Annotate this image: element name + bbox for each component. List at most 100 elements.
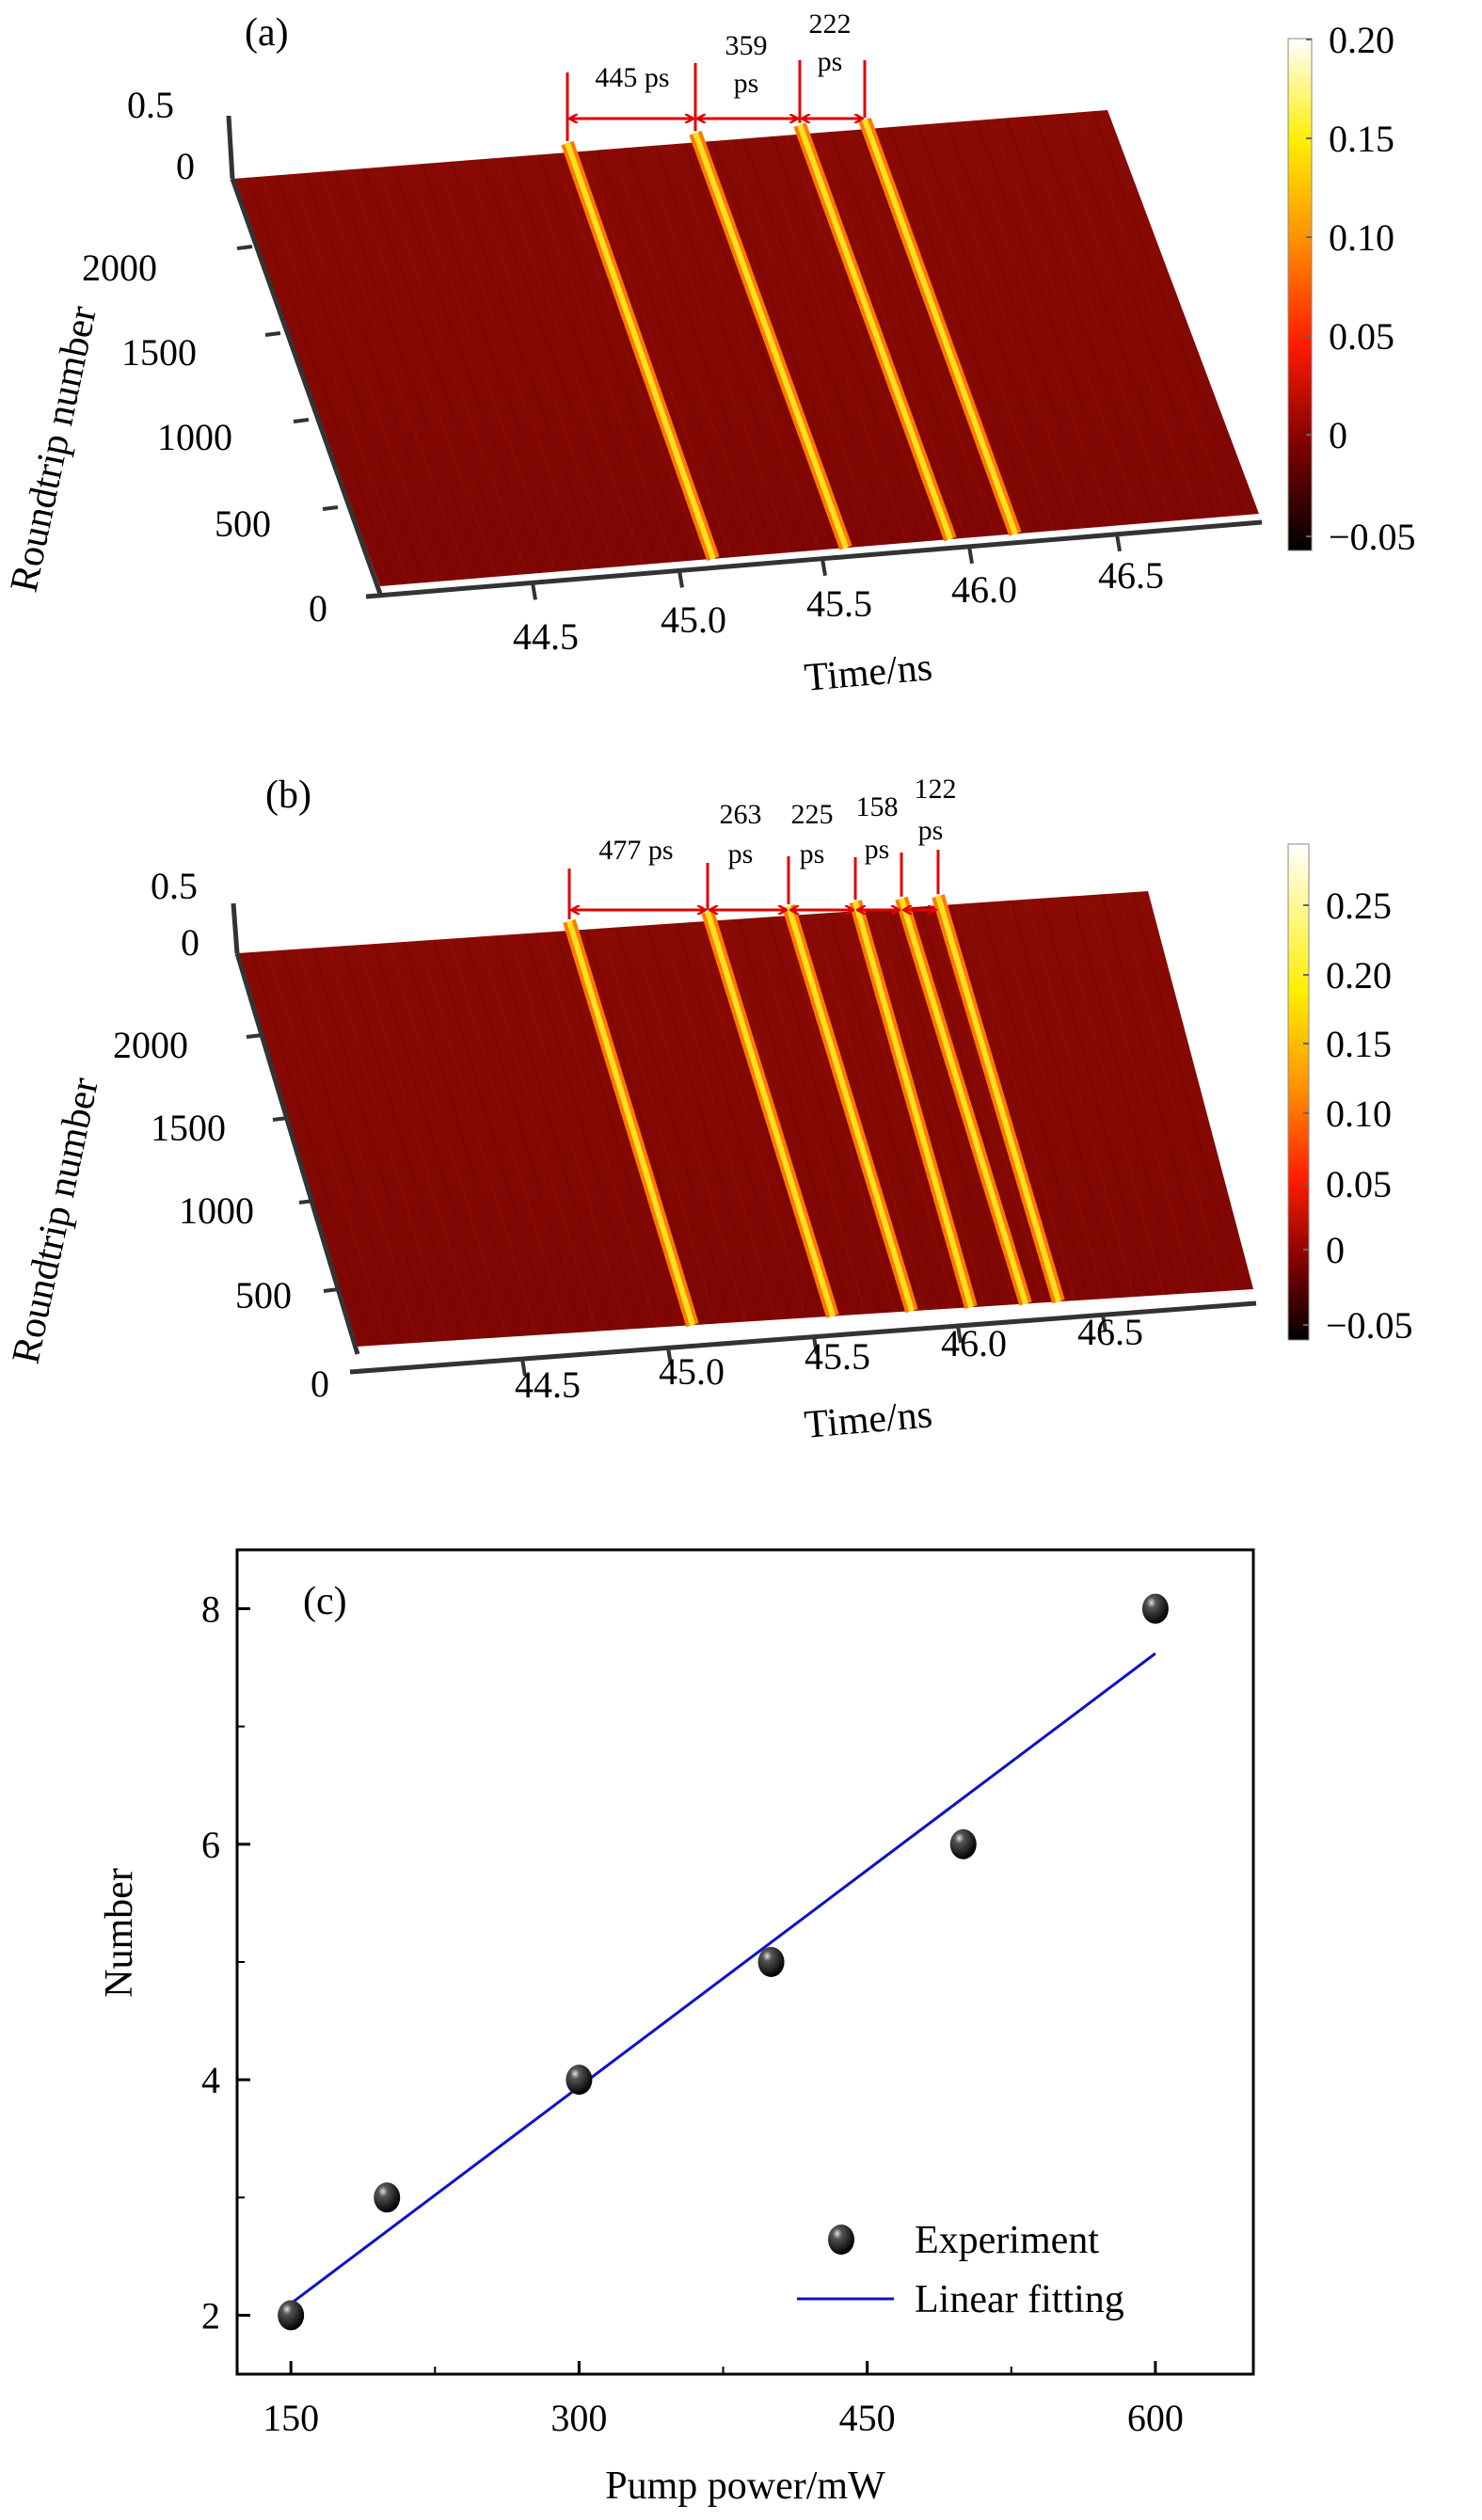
z-tick-label: 0 [181, 921, 199, 964]
y-tick-label: 2000 [113, 1024, 188, 1066]
surface-texture-line [934, 905, 1045, 1303]
x-tick-label: 600 [1127, 2397, 1184, 2439]
surface-texture-line [615, 927, 732, 1323]
surface-texture-line [1010, 900, 1121, 1299]
z-axis-line [226, 115, 235, 180]
surface-texture-line [661, 923, 777, 1320]
panel-label: (a) [245, 11, 289, 55]
x-tick [531, 582, 537, 600]
surface-texture-line [508, 156, 660, 564]
interval-unit: ps [800, 838, 825, 869]
surface-texture-line [946, 122, 1099, 528]
x-tick [677, 570, 684, 588]
surface-texture-line [327, 947, 449, 1342]
interval-unit: ps [818, 46, 843, 77]
data-point [278, 2300, 305, 2331]
colorbar-tick-label: 0.20 [1326, 954, 1392, 997]
pulse-trace-core [797, 123, 953, 541]
pulse-trace-core [786, 905, 915, 1313]
surface-texture-line [403, 941, 523, 1337]
z-tick-label: 0.5 [151, 865, 198, 907]
x-axis-label: Pump power/mW [605, 2464, 885, 2508]
surface-texture-line [479, 936, 598, 1332]
surface-texture-line [342, 946, 464, 1341]
x-tick [1101, 1315, 1108, 1332]
y-tick-label: 6 [201, 1824, 220, 1866]
colorbar-tick-label: −0.05 [1326, 1304, 1413, 1347]
data-point [1141, 1593, 1169, 1624]
data-point [374, 2182, 401, 2213]
surface-texture-line [333, 170, 484, 579]
surface-texture-line [752, 917, 867, 1315]
interval-unit: ps [648, 835, 674, 866]
interval-unit: ps [918, 815, 944, 846]
x-tick-label: 46.0 [951, 568, 1017, 611]
interval-value: 122 [915, 774, 957, 805]
y-tick-label: 0 [311, 1363, 329, 1405]
y-axis-label: Number [98, 1868, 141, 1998]
surface-texture-line [843, 911, 956, 1309]
interval-unit: ps [865, 834, 890, 865]
x-tick-label: 45.0 [659, 1350, 725, 1393]
x-tick [520, 1358, 527, 1377]
x-tick-label: 46.5 [1098, 554, 1164, 597]
data-point [757, 1947, 785, 1977]
legend-marker-experiment [828, 2225, 854, 2255]
surface-texture-line [494, 935, 613, 1331]
surface-texture-line [421, 163, 572, 571]
data-point [949, 1828, 977, 1859]
surface-texture-line [391, 166, 543, 574]
legend-label-experiment: Experiment [915, 2219, 1099, 2262]
surface-texture-line [737, 918, 852, 1316]
legend-label-fit: Linear fitting [915, 2278, 1124, 2321]
surface-texture-line [844, 130, 996, 536]
x-tick-label: 44.5 [515, 1364, 581, 1406]
interval-value: 445 [595, 62, 645, 93]
pulse-trace-core [899, 897, 1028, 1305]
surface-texture-line [782, 916, 897, 1313]
y-tick-label: 1000 [157, 416, 232, 458]
y-axis-line [230, 178, 383, 595]
y-tick [272, 1116, 289, 1122]
colorbar-tick-label: 0.15 [1329, 118, 1394, 160]
surface-texture-line [813, 913, 926, 1311]
surface-texture-line [640, 146, 791, 553]
x-tick [956, 1325, 963, 1344]
pulse-trace-core [853, 901, 974, 1309]
surface-texture-line [433, 939, 553, 1335]
x-tick-label: 45.0 [661, 598, 726, 641]
surface-texture-line [1056, 897, 1165, 1296]
colorbar-tick-label: 0.05 [1326, 1163, 1392, 1205]
surface-texture-line [319, 171, 470, 580]
panel-a: 44.5 45.0 45.5 46.0 46.5050010001500200000.5… [3, 8, 1416, 700]
surface-texture-line [990, 119, 1143, 524]
surface-texture-line [757, 136, 909, 544]
x-tick [1115, 534, 1122, 552]
interval-value: 225 [791, 799, 834, 830]
surface-texture-line [692, 921, 806, 1318]
surface-texture-line [465, 160, 616, 567]
y-tick [293, 418, 310, 423]
surface-texture-line [1025, 899, 1136, 1298]
surface [232, 110, 1259, 586]
y-tick-label: 1500 [151, 1107, 226, 1149]
surface-texture-line [509, 933, 628, 1330]
y-tick-label: 500 [215, 502, 271, 545]
interval-value: 263 [720, 799, 762, 830]
panel-c: 150 300 450 600 2 4 6 8 (c) Number Pump power/mW Ex… [98, 1548, 1255, 2508]
surface-texture-line [625, 147, 777, 554]
surface-texture-line [828, 912, 941, 1310]
surface-texture-line [1101, 894, 1210, 1293]
surface-texture-line [448, 938, 568, 1334]
surface-texture-line [932, 123, 1085, 529]
surface-texture-line [611, 149, 762, 555]
surface-texture-line [436, 162, 586, 570]
interval-value: 477 [598, 835, 648, 866]
surface-texture-line [741, 138, 894, 545]
x-tick [821, 558, 827, 577]
surface-texture-line [1004, 118, 1157, 523]
surface-texture-line [600, 928, 717, 1324]
pulse-trace-core [862, 119, 1018, 535]
pulse-trace-core [693, 132, 849, 550]
interval-label: 445 ps [595, 62, 669, 93]
